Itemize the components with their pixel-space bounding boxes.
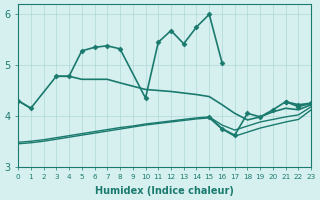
X-axis label: Humidex (Indice chaleur): Humidex (Indice chaleur) [95,186,234,196]
